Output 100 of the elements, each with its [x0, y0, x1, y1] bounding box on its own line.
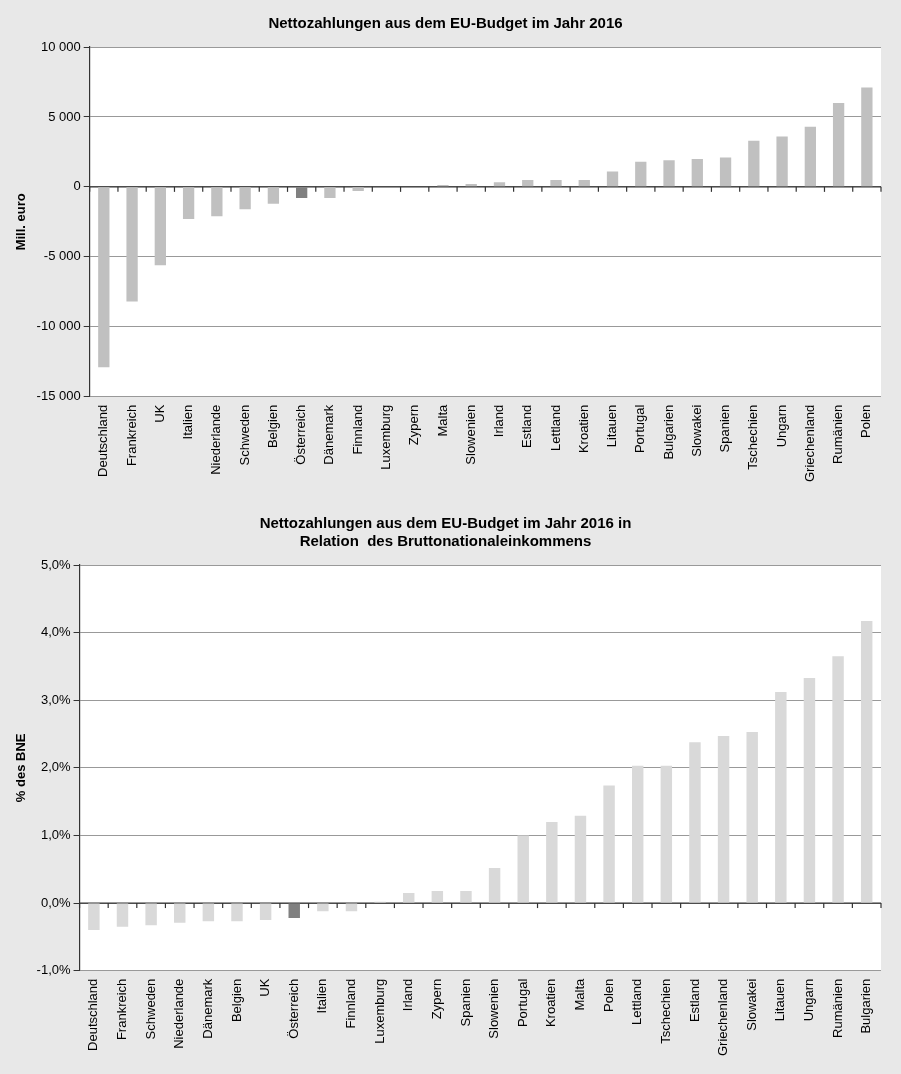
- x-tick-label: Kroatien: [543, 978, 559, 1028]
- y-tick-label: 2,0%: [40, 759, 71, 775]
- y-tick-label: 5 000: [48, 108, 81, 124]
- x-tick-label: Irland: [491, 404, 507, 438]
- chart-title: Nettozahlungen aus dem EU-Budget im Jahr 2016 in Relation des Bruttonationaleinkommens: [259, 514, 632, 550]
- x-tick-label: Polen: [858, 404, 874, 438]
- y-tick-label: 1,0%: [40, 827, 71, 843]
- x-tick-label: Estland: [519, 404, 535, 449]
- bar: [660, 765, 673, 903]
- bar: [88, 903, 100, 931]
- chart-title: Nettozahlungen aus dem EU-Budget im Jahr 2016: [268, 14, 623, 32]
- x-tick-label: Portugal: [514, 978, 530, 1028]
- x-tick-label: Griechenland: [715, 978, 731, 1056]
- x-tick-label: Portugal: [632, 404, 648, 454]
- x-tick-label: Polen: [600, 978, 616, 1012]
- bar: [746, 732, 758, 903]
- bar: [116, 903, 129, 927]
- x-tick-label: Estland: [686, 978, 702, 1023]
- bar: [522, 180, 534, 187]
- x-tick-label: Irland: [400, 978, 416, 1012]
- bar: [317, 903, 329, 912]
- bar: [288, 903, 300, 918]
- y-axis-title: % des BNE: [13, 733, 29, 803]
- bar: [460, 890, 472, 903]
- x-tick-label: Slowenien: [486, 978, 502, 1039]
- bar: [211, 187, 223, 217]
- bar: [145, 903, 157, 926]
- x-tick-label: Luxemburg: [371, 978, 387, 1044]
- x-tick-label: Rumänien: [829, 978, 845, 1038]
- bar: [431, 890, 444, 903]
- x-tick-label: Finnland: [343, 978, 359, 1029]
- x-tick-label: Bulgarien: [858, 978, 874, 1034]
- x-tick-label: Rumänien: [830, 404, 846, 464]
- bar: [517, 835, 529, 903]
- x-tick-label: Litauen: [772, 978, 788, 1022]
- bar: [748, 140, 760, 187]
- x-tick-label: Belgien: [264, 404, 280, 449]
- bar: [776, 136, 788, 187]
- x-tick-label: Spanien: [717, 404, 733, 453]
- x-tick-label: Ungarn: [801, 978, 817, 1022]
- x-tick-label: Litauen: [604, 404, 620, 448]
- bar: [635, 161, 647, 187]
- bar: [603, 785, 615, 903]
- x-tick-label: Belgien: [228, 978, 244, 1023]
- bar: [860, 621, 873, 903]
- x-tick-label: Malta: [572, 977, 588, 1011]
- bar: [550, 180, 562, 187]
- bar: [861, 87, 873, 187]
- x-tick-label: Österreich: [293, 404, 309, 465]
- y-tick-label: 5,0%: [40, 556, 71, 572]
- x-tick-label: Österreich: [285, 978, 301, 1039]
- x-tick-label: Kroatien: [575, 404, 591, 454]
- x-tick-label: Schweden: [142, 978, 158, 1040]
- x-tick-label: Zypern: [406, 404, 422, 446]
- bar: [775, 692, 787, 903]
- bar: [154, 187, 166, 266]
- bar: [717, 736, 730, 903]
- x-tick-label: Slowenien: [462, 404, 478, 465]
- bar: [98, 187, 110, 368]
- bar: [691, 158, 703, 187]
- x-tick-label: Slowakei: [688, 404, 704, 457]
- bar: [174, 903, 186, 923]
- x-tick-label: UK: [151, 404, 167, 423]
- x-tick-label: Deutschland: [85, 978, 101, 1051]
- y-tick-label: 4,0%: [40, 624, 71, 640]
- bar: [182, 187, 195, 220]
- x-tick-label: Niederlande: [171, 978, 187, 1049]
- x-tick-label: Lettland: [629, 978, 645, 1025]
- x-tick-label: Deutschland: [95, 404, 111, 477]
- x-tick-label: Schweden: [236, 404, 252, 466]
- x-tick-label: Spanien: [457, 978, 473, 1027]
- bar: [689, 742, 701, 903]
- bar: [488, 867, 501, 903]
- y-tick-label: -1,0%: [36, 962, 71, 978]
- bar: [804, 126, 816, 187]
- y-tick-label: -15 000: [36, 388, 81, 404]
- bar: [719, 157, 732, 187]
- y-tick-label: 3,0%: [40, 691, 71, 707]
- x-tick-label: Malta: [434, 403, 450, 437]
- bar: [493, 182, 506, 187]
- x-tick-label: Luxemburg: [378, 404, 394, 470]
- x-tick-label: Niederlande: [208, 404, 224, 475]
- bar: [546, 821, 558, 903]
- bar: [606, 171, 619, 187]
- bar: [267, 187, 280, 204]
- x-tick-label: Dänemark: [321, 404, 337, 465]
- x-tick-label: Finnland: [349, 404, 365, 455]
- bar: [296, 187, 308, 199]
- x-tick-label: Frankreich: [114, 978, 130, 1041]
- bar: [631, 765, 644, 903]
- y-tick-label: 10 000: [40, 38, 81, 54]
- y-tick-label: -5 000: [43, 248, 81, 264]
- x-tick-label: Zypern: [428, 978, 444, 1020]
- y-axis-title: Mill. euro: [13, 193, 29, 251]
- bar: [578, 180, 590, 187]
- bar: [324, 187, 336, 199]
- bar: [832, 656, 844, 903]
- bar: [663, 160, 675, 187]
- bar: [231, 903, 243, 922]
- x-tick-label: Dänemark: [199, 978, 215, 1039]
